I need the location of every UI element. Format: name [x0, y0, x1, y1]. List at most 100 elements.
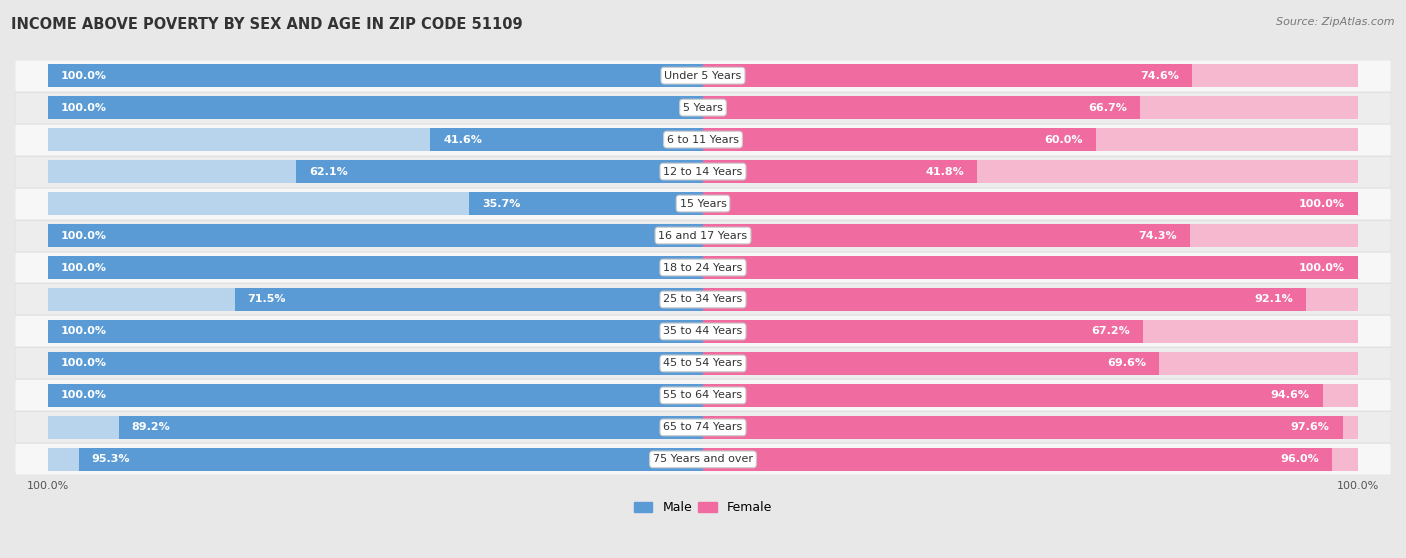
- Bar: [703, 160, 977, 183]
- Text: 97.6%: 97.6%: [1291, 422, 1330, 432]
- Bar: [703, 64, 1358, 87]
- Text: 100.0%: 100.0%: [60, 230, 107, 240]
- Bar: [15, 156, 1391, 187]
- Text: 65 to 74 Years: 65 to 74 Years: [664, 422, 742, 432]
- Text: Under 5 Years: Under 5 Years: [665, 71, 741, 80]
- Bar: [48, 224, 703, 247]
- Bar: [48, 352, 703, 375]
- Text: 75 Years and over: 75 Years and over: [652, 454, 754, 464]
- Bar: [15, 187, 1391, 219]
- Bar: [235, 288, 703, 311]
- Text: 100.0%: 100.0%: [1299, 262, 1346, 272]
- Bar: [48, 224, 703, 247]
- Bar: [48, 96, 703, 119]
- Text: 25 to 34 Years: 25 to 34 Years: [664, 295, 742, 305]
- Text: 66.7%: 66.7%: [1088, 103, 1128, 113]
- Bar: [703, 192, 1358, 215]
- Bar: [48, 320, 703, 343]
- Bar: [48, 256, 703, 279]
- Text: INCOME ABOVE POVERTY BY SEX AND AGE IN ZIP CODE 51109: INCOME ABOVE POVERTY BY SEX AND AGE IN Z…: [11, 17, 523, 32]
- Bar: [48, 256, 703, 279]
- Text: 100.0%: 100.0%: [60, 326, 107, 336]
- Bar: [703, 224, 1189, 247]
- Text: 71.5%: 71.5%: [247, 295, 285, 305]
- Bar: [15, 283, 1391, 315]
- Bar: [703, 256, 1358, 279]
- Bar: [703, 224, 1358, 247]
- Text: 100.0%: 100.0%: [60, 71, 107, 80]
- Text: 6 to 11 Years: 6 to 11 Years: [666, 134, 740, 145]
- Text: 5 Years: 5 Years: [683, 103, 723, 113]
- Bar: [48, 288, 703, 311]
- Bar: [703, 384, 1358, 407]
- Text: 94.6%: 94.6%: [1271, 391, 1310, 401]
- Bar: [48, 192, 703, 215]
- Bar: [703, 128, 1358, 151]
- Bar: [15, 60, 1391, 92]
- Bar: [48, 64, 703, 87]
- Bar: [703, 192, 1358, 215]
- Text: 100.0%: 100.0%: [1299, 199, 1346, 209]
- Text: 62.1%: 62.1%: [309, 167, 347, 176]
- Bar: [15, 315, 1391, 348]
- Bar: [48, 128, 703, 151]
- Bar: [48, 384, 703, 407]
- Text: 35.7%: 35.7%: [482, 199, 520, 209]
- Bar: [15, 92, 1391, 124]
- Text: 60.0%: 60.0%: [1045, 134, 1083, 145]
- Bar: [703, 352, 1159, 375]
- Bar: [703, 288, 1306, 311]
- Text: 35 to 44 Years: 35 to 44 Years: [664, 326, 742, 336]
- Text: Source: ZipAtlas.com: Source: ZipAtlas.com: [1277, 17, 1395, 27]
- Text: 92.1%: 92.1%: [1254, 295, 1294, 305]
- Bar: [15, 411, 1391, 444]
- Bar: [703, 64, 1192, 87]
- Bar: [48, 416, 703, 439]
- Bar: [703, 448, 1358, 471]
- Bar: [703, 448, 1331, 471]
- Bar: [48, 320, 703, 343]
- Text: 100.0%: 100.0%: [60, 103, 107, 113]
- Bar: [79, 448, 703, 471]
- Text: 12 to 14 Years: 12 to 14 Years: [664, 167, 742, 176]
- Text: 69.6%: 69.6%: [1107, 358, 1146, 368]
- Bar: [48, 448, 703, 471]
- Bar: [15, 219, 1391, 252]
- Text: 45 to 54 Years: 45 to 54 Years: [664, 358, 742, 368]
- Bar: [703, 416, 1358, 439]
- Bar: [703, 320, 1358, 343]
- Bar: [15, 252, 1391, 283]
- Bar: [703, 288, 1358, 311]
- Bar: [470, 192, 703, 215]
- Bar: [297, 160, 703, 183]
- Bar: [703, 320, 1143, 343]
- Bar: [703, 352, 1358, 375]
- Text: 100.0%: 100.0%: [60, 262, 107, 272]
- Bar: [703, 416, 1343, 439]
- Text: 67.2%: 67.2%: [1091, 326, 1130, 336]
- Text: 74.6%: 74.6%: [1140, 71, 1178, 80]
- Bar: [48, 64, 703, 87]
- Bar: [703, 128, 1097, 151]
- Bar: [48, 352, 703, 375]
- Text: 15 Years: 15 Years: [679, 199, 727, 209]
- Text: 100.0%: 100.0%: [60, 391, 107, 401]
- Text: 41.8%: 41.8%: [925, 167, 963, 176]
- Bar: [15, 348, 1391, 379]
- Text: 18 to 24 Years: 18 to 24 Years: [664, 262, 742, 272]
- Text: 89.2%: 89.2%: [132, 422, 170, 432]
- Text: 100.0%: 100.0%: [60, 358, 107, 368]
- Text: 41.6%: 41.6%: [443, 134, 482, 145]
- Bar: [703, 160, 1358, 183]
- Legend: Male, Female: Male, Female: [628, 496, 778, 519]
- Text: 95.3%: 95.3%: [91, 454, 131, 464]
- Text: 74.3%: 74.3%: [1137, 230, 1177, 240]
- Text: 55 to 64 Years: 55 to 64 Years: [664, 391, 742, 401]
- Bar: [703, 384, 1323, 407]
- Bar: [48, 96, 703, 119]
- Bar: [48, 384, 703, 407]
- Bar: [703, 96, 1358, 119]
- Bar: [703, 96, 1140, 119]
- Bar: [430, 128, 703, 151]
- Bar: [15, 379, 1391, 411]
